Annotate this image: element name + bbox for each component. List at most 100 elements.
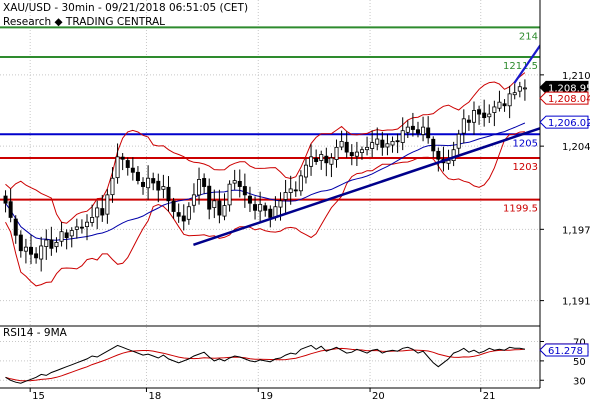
candle-body — [492, 106, 497, 113]
candle-body — [283, 192, 288, 200]
candle-body — [166, 186, 171, 202]
key-levels: 214 1211.5 1205 1203 1199.5 — [0, 26, 540, 215]
candle-body — [365, 146, 370, 151]
candle-body — [436, 150, 441, 160]
candle-body — [359, 149, 364, 153]
candle-body — [85, 221, 90, 228]
candle-body — [415, 129, 420, 134]
candle-body — [517, 86, 522, 92]
candle-body — [263, 205, 268, 211]
axis-background — [540, 0, 590, 400]
candle-body — [151, 178, 156, 184]
candle-body — [410, 125, 415, 130]
main-gridlines — [0, 0, 540, 388]
candle-body — [217, 200, 222, 216]
candle-body — [339, 140, 344, 148]
moving-average — [5, 122, 526, 241]
candle-body — [288, 188, 293, 193]
candle-body — [120, 156, 125, 160]
candle-body — [278, 200, 283, 208]
candle-body — [329, 157, 334, 165]
candle-body — [471, 110, 476, 123]
candle-body — [13, 218, 18, 236]
price-tag-box — [539, 91, 589, 105]
candle-body — [135, 171, 140, 182]
price-axis: 1,210 1,204 1,197 1,191 1,208.951,208.04 1,20… — [539, 0, 590, 400]
rsi-title: RSI14 - 9MA — [3, 327, 68, 339]
price-tick-label: 1,191 — [562, 297, 590, 308]
candle-body — [54, 241, 59, 248]
level-label: 1211.5 — [503, 61, 538, 72]
candle-body — [34, 253, 39, 259]
candle-body — [18, 234, 23, 252]
candle-body — [49, 239, 54, 249]
candle-body — [349, 152, 354, 157]
rsi-line — [5, 344, 525, 384]
level-label: 214 — [519, 31, 538, 42]
candle-body — [44, 239, 49, 247]
candle-body — [258, 203, 263, 212]
price-tick-label: 1,210 — [562, 71, 590, 82]
candle-body — [303, 164, 308, 178]
candle-body — [212, 200, 217, 208]
price-tag-box — [539, 115, 589, 129]
candle-body — [370, 142, 375, 149]
candle-body — [375, 138, 380, 145]
candle-body — [95, 207, 100, 218]
price-tag-box — [539, 80, 589, 94]
candle-body — [232, 180, 237, 184]
time-tick-label: 21 — [483, 391, 496, 400]
candle-body — [23, 246, 28, 252]
candle-body — [253, 204, 258, 211]
price-tick-label: 1,197 — [562, 225, 590, 236]
price-tag: 1,208.95 — [548, 83, 590, 94]
level-label: 1205 — [513, 138, 538, 149]
chart-title: XAU/USD - 30min - 09/21/2018 06:51:05 (C… — [3, 2, 248, 14]
time-tick-label: 20 — [372, 391, 385, 400]
candle-body — [395, 140, 400, 143]
candle-body — [227, 183, 232, 206]
candle-body — [309, 156, 314, 167]
candle-body — [74, 226, 79, 230]
candle-body — [181, 215, 186, 222]
candle-body — [431, 138, 436, 152]
candle-body — [482, 112, 487, 119]
candle-body — [8, 201, 13, 218]
candle-body — [487, 113, 492, 118]
price-tag: 1,208.04 — [548, 94, 590, 105]
rsi-tag-box — [539, 343, 589, 357]
candle-body — [125, 160, 130, 168]
candle-body — [319, 154, 324, 161]
candle-body — [354, 151, 359, 157]
candle-body — [207, 185, 212, 210]
candle-body — [176, 212, 181, 217]
level-label: 1199.5 — [503, 204, 538, 215]
candle-body — [293, 189, 298, 192]
candle-body — [446, 160, 451, 164]
candle-body — [186, 206, 191, 220]
candle-body — [461, 118, 466, 134]
candle-body — [507, 93, 512, 107]
level-label: 1203 — [513, 162, 538, 173]
candle-body — [421, 126, 426, 135]
candle-body — [146, 177, 151, 189]
candle-body — [324, 155, 329, 164]
candle-body — [171, 200, 176, 212]
candle-body — [237, 180, 242, 187]
candle-body — [477, 109, 482, 115]
time-tick-label: 15 — [32, 391, 45, 400]
candle-body — [497, 101, 502, 109]
candle-body — [451, 149, 456, 162]
time-tick-label: 18 — [148, 391, 161, 400]
candle-body — [314, 157, 319, 162]
support-trendline — [193, 120, 562, 246]
candle-body — [385, 143, 390, 148]
candle-body — [161, 186, 166, 190]
rsi-tick-label: 50 — [573, 357, 586, 368]
rsi-tick-label: 30 — [573, 376, 586, 387]
rsi-tag: 61.278 — [548, 346, 583, 357]
candle-body — [268, 208, 273, 218]
candle-body — [242, 186, 247, 196]
price-tag: 1,206.02 — [548, 118, 590, 129]
